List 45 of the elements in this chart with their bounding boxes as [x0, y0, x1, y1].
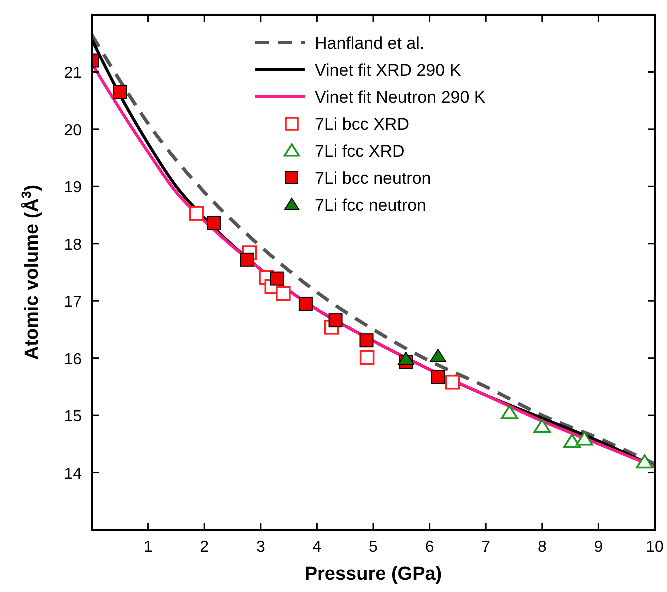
- legend-label: 7Li bcc XRD: [315, 115, 410, 134]
- point: [431, 370, 446, 384]
- point: [360, 350, 375, 366]
- y-tick-label: 19: [64, 180, 82, 197]
- point: [501, 405, 518, 420]
- x-tick-label: 7: [482, 539, 491, 556]
- x-tick-label: 4: [312, 539, 322, 556]
- point: [445, 374, 460, 390]
- x-axis-title: Pressure (GPa): [304, 564, 442, 585]
- legend-label: Hanfland et al.: [315, 34, 425, 53]
- point: [207, 216, 222, 230]
- point: [430, 349, 447, 362]
- point: [240, 252, 254, 267]
- y-tick-label: 20: [64, 122, 82, 140]
- legend-label: Vinet fit XRD 290 K: [315, 61, 462, 80]
- point: [360, 334, 374, 348]
- x-tick-label: 3: [256, 539, 266, 556]
- y-tick-label: 16: [64, 351, 82, 368]
- y-tick-label: 18: [64, 236, 82, 254]
- x-tick-label: 8: [538, 539, 547, 556]
- legend-label: 7Li fcc XRD: [315, 142, 405, 161]
- point: [298, 296, 313, 311]
- point: [328, 314, 343, 328]
- x-tick-label: 9: [594, 539, 604, 556]
- point: [189, 206, 204, 221]
- x-tick-label: 5: [369, 539, 378, 556]
- point: [534, 419, 552, 434]
- point: [576, 432, 594, 446]
- x-tick-label: 2: [200, 539, 210, 556]
- point: [270, 272, 284, 286]
- y-tick-label: 15: [64, 408, 82, 426]
- y-tick-label: 21: [64, 65, 82, 82]
- point: [398, 352, 414, 366]
- point: [276, 286, 291, 302]
- x-tick-label: 10: [646, 539, 664, 556]
- x-tick-label: 6: [425, 539, 434, 556]
- y-tick-label: 17: [64, 294, 82, 312]
- point: [113, 85, 128, 100]
- legend-label: Vinet fit Neutron 290 K: [315, 88, 486, 107]
- x-tick-label: 1: [144, 539, 153, 556]
- y-tick-label: 14: [64, 466, 82, 483]
- legend-label: 7Li fcc neutron: [315, 196, 427, 215]
- point: [564, 434, 581, 448]
- legend-label: 7Li bcc neutron: [315, 169, 432, 188]
- point: [636, 454, 654, 469]
